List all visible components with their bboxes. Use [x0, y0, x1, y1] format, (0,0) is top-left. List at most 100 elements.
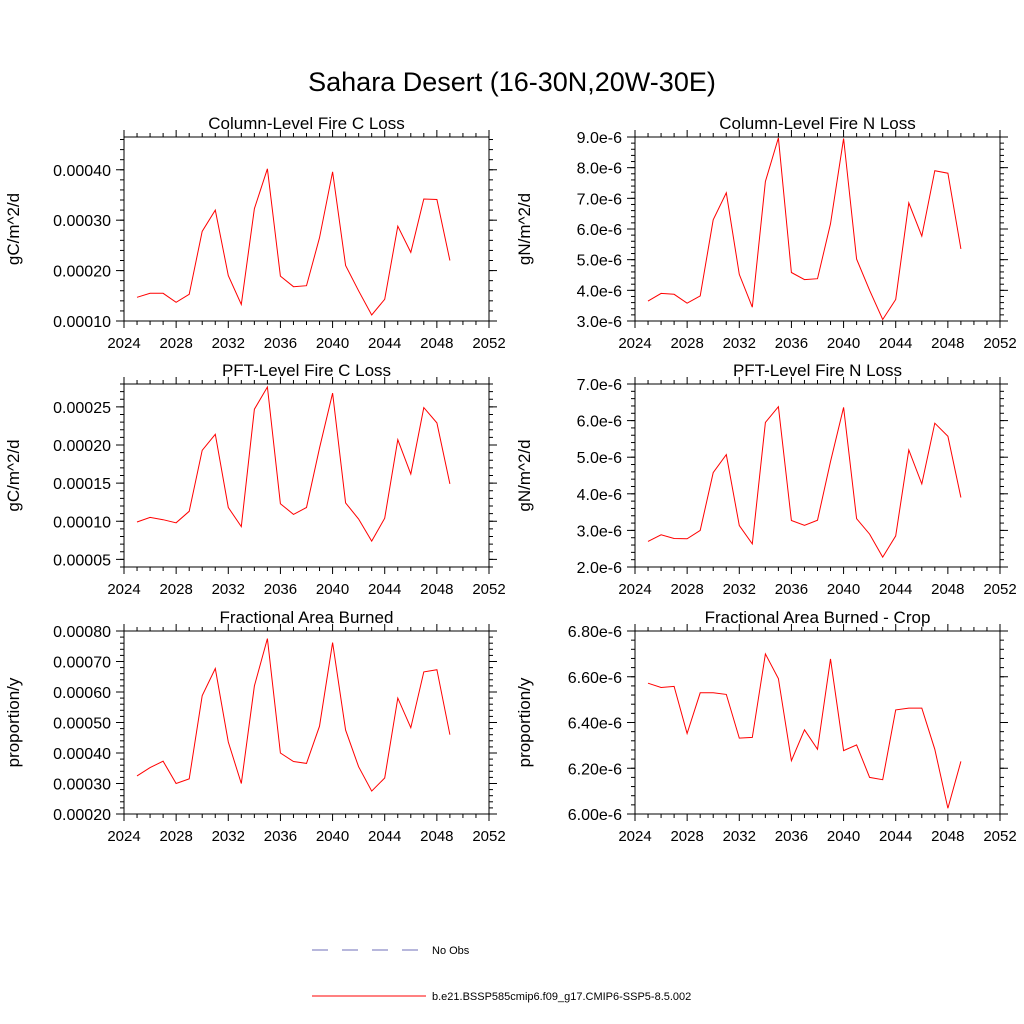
data-point	[149, 292, 151, 294]
y-tick-label: 0.00020	[53, 264, 111, 281]
y-tick-label: 6.20e-6	[568, 761, 622, 778]
data-point	[790, 760, 792, 762]
data-point	[829, 460, 831, 462]
data-point	[423, 671, 425, 673]
y-tick-label: 0.00040	[53, 163, 111, 180]
x-tick-label: 2032	[212, 335, 245, 352]
data-point	[725, 693, 727, 695]
data-point	[868, 776, 870, 778]
data-point	[868, 533, 870, 535]
data-point	[436, 669, 438, 671]
data-point	[947, 435, 949, 437]
x-tick-label: 2048	[420, 581, 453, 598]
y-tick-label: 7.0e-6	[577, 377, 622, 394]
plot-frame	[634, 630, 1001, 815]
data-point	[881, 318, 883, 320]
data-point	[686, 732, 688, 734]
data-point	[712, 471, 714, 473]
data-point	[738, 273, 740, 275]
data-point	[921, 483, 923, 485]
data-point	[934, 748, 936, 750]
data-point	[673, 293, 675, 295]
data-point	[855, 744, 857, 746]
data-point	[881, 778, 883, 780]
x-tick-label: 2032	[212, 581, 245, 598]
chart-panel-4: PFT-Level Fire N Loss 2024 2028 2032 2036 204…	[515, 361, 1017, 598]
data-point	[397, 225, 399, 227]
data-point	[357, 290, 359, 292]
data-point	[751, 543, 753, 545]
data-point	[947, 172, 949, 174]
data-point	[384, 777, 386, 779]
data-point	[803, 278, 805, 280]
data-point	[790, 519, 792, 521]
data-point	[188, 510, 190, 512]
data-point	[855, 517, 857, 519]
data-point	[318, 725, 320, 727]
data-point	[370, 314, 372, 316]
x-tick-label: 2044	[368, 828, 401, 845]
data-point	[960, 496, 962, 498]
data-point	[764, 421, 766, 423]
y-tick-label: 3.0e-6	[577, 523, 622, 540]
data-point	[803, 729, 805, 731]
panel-title: Column-Level Fire C Loss	[208, 114, 405, 133]
plot-frame	[634, 136, 1001, 322]
data-point	[449, 483, 451, 485]
data-point	[436, 198, 438, 200]
data-point	[305, 285, 307, 287]
x-tick-label: 2036	[264, 335, 297, 352]
data-point	[751, 306, 753, 308]
y-tick-label: 0.00010	[53, 314, 111, 331]
data-point	[960, 760, 962, 762]
data-point	[397, 438, 399, 440]
x-tick-label: 2028	[159, 335, 192, 352]
data-point	[842, 749, 844, 751]
data-point	[214, 667, 216, 669]
x-tick-label: 2048	[931, 828, 964, 845]
panel-title: Fractional Area Burned - Crop	[705, 608, 931, 627]
page-title: Sahara Desert (16-30N,20W-30E)	[308, 67, 716, 97]
data-point	[777, 137, 779, 139]
panel-title: PFT-Level Fire N Loss	[733, 361, 902, 380]
data-point	[292, 286, 294, 288]
chart-panels: Column-Level Fire C Loss 2024 2028 2032 2036…	[4, 114, 1017, 845]
x-tick-label: 2028	[159, 581, 192, 598]
y-tick-label: 0.00040	[53, 746, 111, 763]
data-point	[305, 762, 307, 764]
data-point	[725, 192, 727, 194]
panel-title: Fractional Area Burned	[220, 608, 394, 627]
data-point	[764, 180, 766, 182]
data-point	[175, 301, 177, 303]
data-point	[214, 209, 216, 211]
data-point	[816, 277, 818, 279]
x-tick-label: 2036	[775, 335, 808, 352]
data-point	[777, 677, 779, 679]
data-point	[344, 502, 346, 504]
data-point	[423, 406, 425, 408]
x-tick-label: 2028	[670, 581, 703, 598]
data-point	[188, 778, 190, 780]
data-point	[344, 264, 346, 266]
y-tick-label: 9.0e-6	[577, 130, 622, 147]
x-tick-label: 2052	[472, 581, 505, 598]
x-tick-label: 2032	[723, 828, 756, 845]
x-tick-label: 2036	[264, 581, 297, 598]
data-point	[149, 516, 151, 518]
series-line	[136, 385, 451, 543]
x-tick-label: 2040	[827, 828, 860, 845]
data-point	[738, 524, 740, 526]
data-point	[908, 202, 910, 204]
data-point	[227, 741, 229, 743]
data-point	[201, 230, 203, 232]
data-point	[660, 292, 662, 294]
data-point	[357, 518, 359, 520]
data-point	[136, 775, 138, 777]
y-tick-label: 6.80e-6	[568, 624, 622, 641]
y-tick-label: 0.00080	[53, 624, 111, 641]
data-point	[410, 251, 412, 253]
data-point	[162, 519, 164, 521]
y-tick-label: 7.0e-6	[577, 191, 622, 208]
data-point	[647, 540, 649, 542]
series-line	[647, 405, 962, 559]
